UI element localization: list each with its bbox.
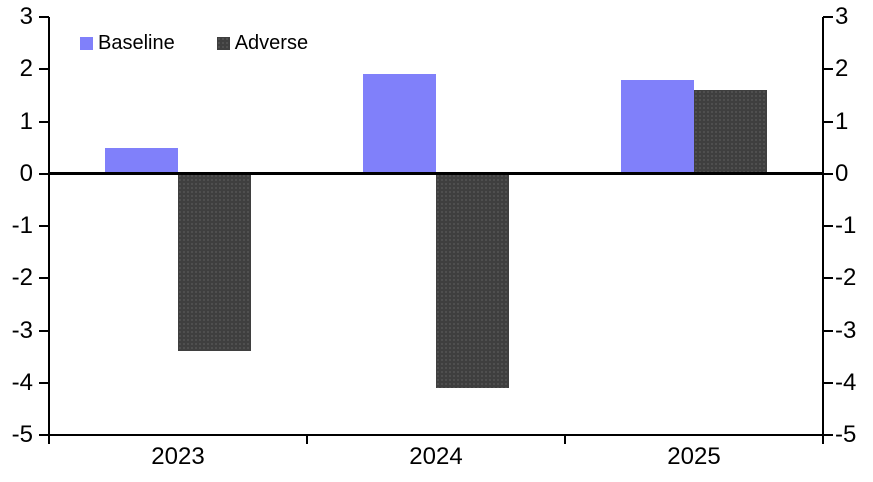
y-axis-right (822, 17, 824, 444)
y-tick-left (39, 381, 49, 384)
y-tick-left (39, 68, 49, 71)
legend-label-adverse: Adverse (234, 32, 309, 54)
y-tick-label-right: -4 (835, 368, 857, 396)
bar-baseline-2025 (621, 79, 694, 174)
legend-item-adverse: Adverse (216, 32, 309, 54)
bar-adverse-2023 (178, 173, 251, 352)
y-tick-left (39, 225, 49, 227)
x-tick (564, 435, 566, 444)
y-tick-left (39, 277, 49, 280)
bar-baseline-2024 (363, 74, 436, 174)
y-tick-label-right: -3 (835, 316, 857, 344)
y-tick-right (823, 120, 833, 123)
y-tick-left (39, 434, 49, 436)
y-tick-label-left: 3 (19, 3, 33, 30)
baseline-swatch-icon (80, 36, 93, 50)
bar-adverse-2024 (436, 173, 509, 388)
y-tick-label-right: -1 (835, 212, 857, 239)
zero-line (48, 172, 824, 176)
y-tick-right (823, 277, 833, 280)
y-tick-label-left: -3 (11, 316, 33, 344)
y-tick-left (39, 172, 49, 175)
x-tick (306, 435, 308, 444)
x-category-label: 2025 (667, 443, 721, 470)
y-tick-label-right: 3 (835, 3, 849, 30)
y-tick-right (823, 329, 833, 332)
y-tick-label-right: -2 (835, 264, 857, 292)
x-axis (48, 434, 824, 436)
legend-label-baseline: Baseline (98, 32, 175, 54)
y-tick-label-left: 2 (19, 55, 33, 83)
y-tick-label-right: 1 (835, 107, 849, 135)
y-tick-left (39, 329, 49, 332)
y-tick-left (39, 16, 49, 18)
bar-adverse-2025 (694, 90, 767, 174)
y-tick-label-left: -1 (11, 212, 33, 239)
legend-item-baseline: Baseline (80, 33, 175, 53)
y-tick-label-right: 2 (835, 55, 849, 83)
y-tick-label-left: 0 (19, 159, 33, 187)
x-category-label: 2024 (409, 443, 463, 470)
adverse-swatch-icon (216, 36, 230, 50)
y-tick-right (823, 68, 833, 71)
y-tick-right (823, 16, 833, 18)
y-tick-label-left: -4 (11, 368, 33, 396)
bar-baseline-2023 (105, 147, 178, 174)
y-tick-label-left: 1 (19, 107, 33, 135)
y-tick-right (823, 434, 833, 436)
y-tick-label-left: -5 (11, 421, 33, 448)
y-tick-right (823, 381, 833, 384)
y-tick-label-right: -5 (835, 421, 857, 448)
y-axis-left (48, 17, 50, 444)
y-tick-label-right: 0 (835, 159, 849, 187)
y-tick-right (823, 225, 833, 227)
y-tick-label-left: -2 (11, 264, 33, 292)
legend: Baseline Adverse (80, 33, 308, 53)
x-category-label: 2023 (151, 443, 205, 470)
y-tick-right (823, 172, 833, 175)
y-tick-left (39, 120, 49, 123)
